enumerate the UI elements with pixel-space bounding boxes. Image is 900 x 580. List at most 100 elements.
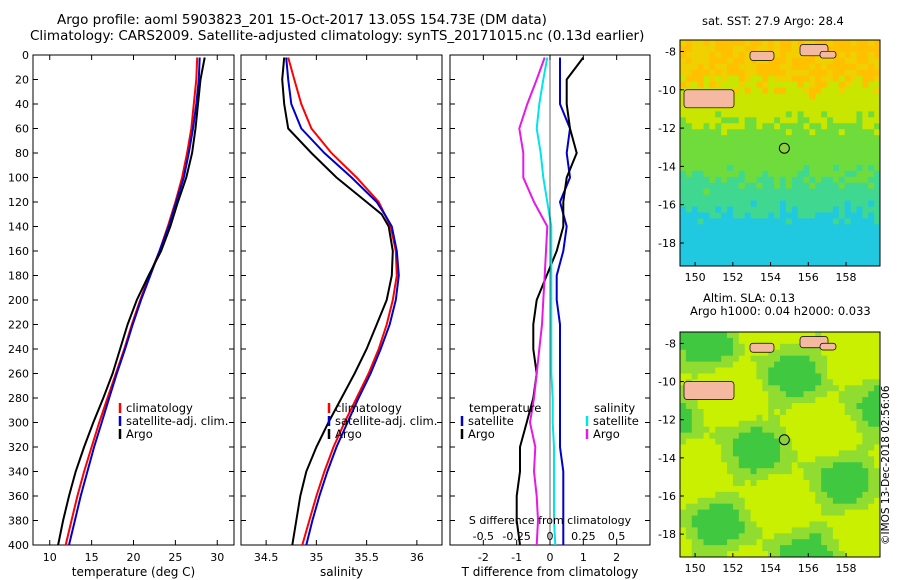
map-cell [791, 63, 799, 71]
map-cell [762, 40, 769, 47]
map-cell [791, 153, 799, 160]
map-cell [862, 497, 869, 505]
map-cell [868, 414, 875, 422]
map-cell [774, 254, 781, 261]
map-cell [762, 75, 769, 83]
map-cell [744, 332, 752, 339]
map-cell [791, 432, 799, 440]
map-cell [685, 153, 693, 160]
map-cell [780, 194, 787, 202]
map-cell [791, 170, 799, 178]
map-cell [791, 391, 799, 398]
map-cell [874, 337, 881, 345]
map-cell [709, 438, 716, 445]
map-cell [697, 218, 705, 225]
map-cell [780, 218, 787, 225]
map-cell [850, 444, 857, 451]
map-cell [727, 242, 734, 249]
map-cell [750, 444, 757, 451]
map-cell [832, 462, 840, 469]
map-cell [768, 408, 775, 416]
map-cell [797, 230, 805, 237]
map-cell [685, 176, 693, 184]
map-cell [721, 153, 728, 160]
map-cell [750, 230, 757, 237]
map-cell [862, 254, 869, 261]
map-cell [809, 450, 816, 457]
map-cell [874, 426, 881, 434]
map-cell [715, 224, 722, 231]
map-cell [856, 123, 863, 130]
map-cell [827, 87, 834, 95]
map-cell [821, 63, 828, 71]
map-cell [850, 355, 857, 363]
map-cell [791, 379, 799, 386]
map-cell [856, 497, 863, 505]
map-cell [803, 509, 810, 517]
map-cell [856, 230, 863, 237]
map-cell [791, 397, 799, 404]
map-cell [809, 135, 816, 142]
map-cell [768, 515, 775, 522]
map-cell [721, 503, 728, 511]
map-cell [697, 539, 705, 546]
map-cell [838, 105, 846, 112]
map-cell [715, 533, 722, 540]
map-cell [803, 182, 810, 190]
map-cell [791, 332, 799, 339]
map-cell [856, 391, 863, 398]
map-cell [868, 105, 875, 112]
map-cell [850, 462, 857, 469]
map-cell [715, 117, 722, 124]
map-cell [680, 164, 687, 172]
map-cell [827, 408, 834, 416]
map-cell [844, 533, 852, 540]
map-cell [774, 135, 781, 142]
map-cell [844, 432, 852, 440]
map-cell [738, 521, 746, 528]
depth-tick-label: 300 [8, 417, 29, 430]
map-cell [868, 444, 875, 451]
map-cell [732, 218, 740, 225]
map-cell [868, 236, 875, 243]
map-cell [780, 260, 787, 267]
map-cell [809, 462, 816, 469]
map-cell [838, 355, 846, 363]
map-cell [750, 349, 757, 357]
map-cell [815, 426, 822, 434]
map-cell [821, 81, 828, 89]
map-cell [703, 539, 710, 546]
map-cell [727, 474, 734, 481]
map-cell [691, 480, 699, 487]
map-cell [685, 236, 693, 243]
map-cell [856, 474, 863, 481]
map-cell [774, 40, 781, 47]
map-cell [827, 212, 834, 219]
map-cell [821, 332, 828, 339]
map-cell [727, 551, 734, 558]
map-cell [832, 40, 840, 47]
map-cell [738, 129, 746, 136]
map-cell [862, 379, 869, 386]
map-cell [874, 438, 881, 445]
map-cell [862, 391, 869, 398]
map-cell [732, 408, 740, 416]
map-cell [750, 355, 757, 363]
map-cell [732, 379, 740, 386]
map-cell [680, 408, 687, 416]
map-cell [762, 200, 769, 208]
map-cell [744, 176, 752, 184]
map-cell [832, 444, 840, 451]
map-cell [827, 117, 834, 124]
map-cell [791, 480, 799, 487]
map-cell [850, 438, 857, 445]
map-cell [697, 426, 705, 434]
sla-map-y-tick-label: -8 [665, 337, 676, 350]
map-cell [850, 361, 857, 369]
map-cell [785, 539, 793, 546]
map-cell [727, 230, 734, 237]
map-cell [691, 200, 699, 208]
map-cell [856, 153, 863, 160]
map-cell [815, 87, 822, 95]
map-cell [680, 444, 687, 451]
